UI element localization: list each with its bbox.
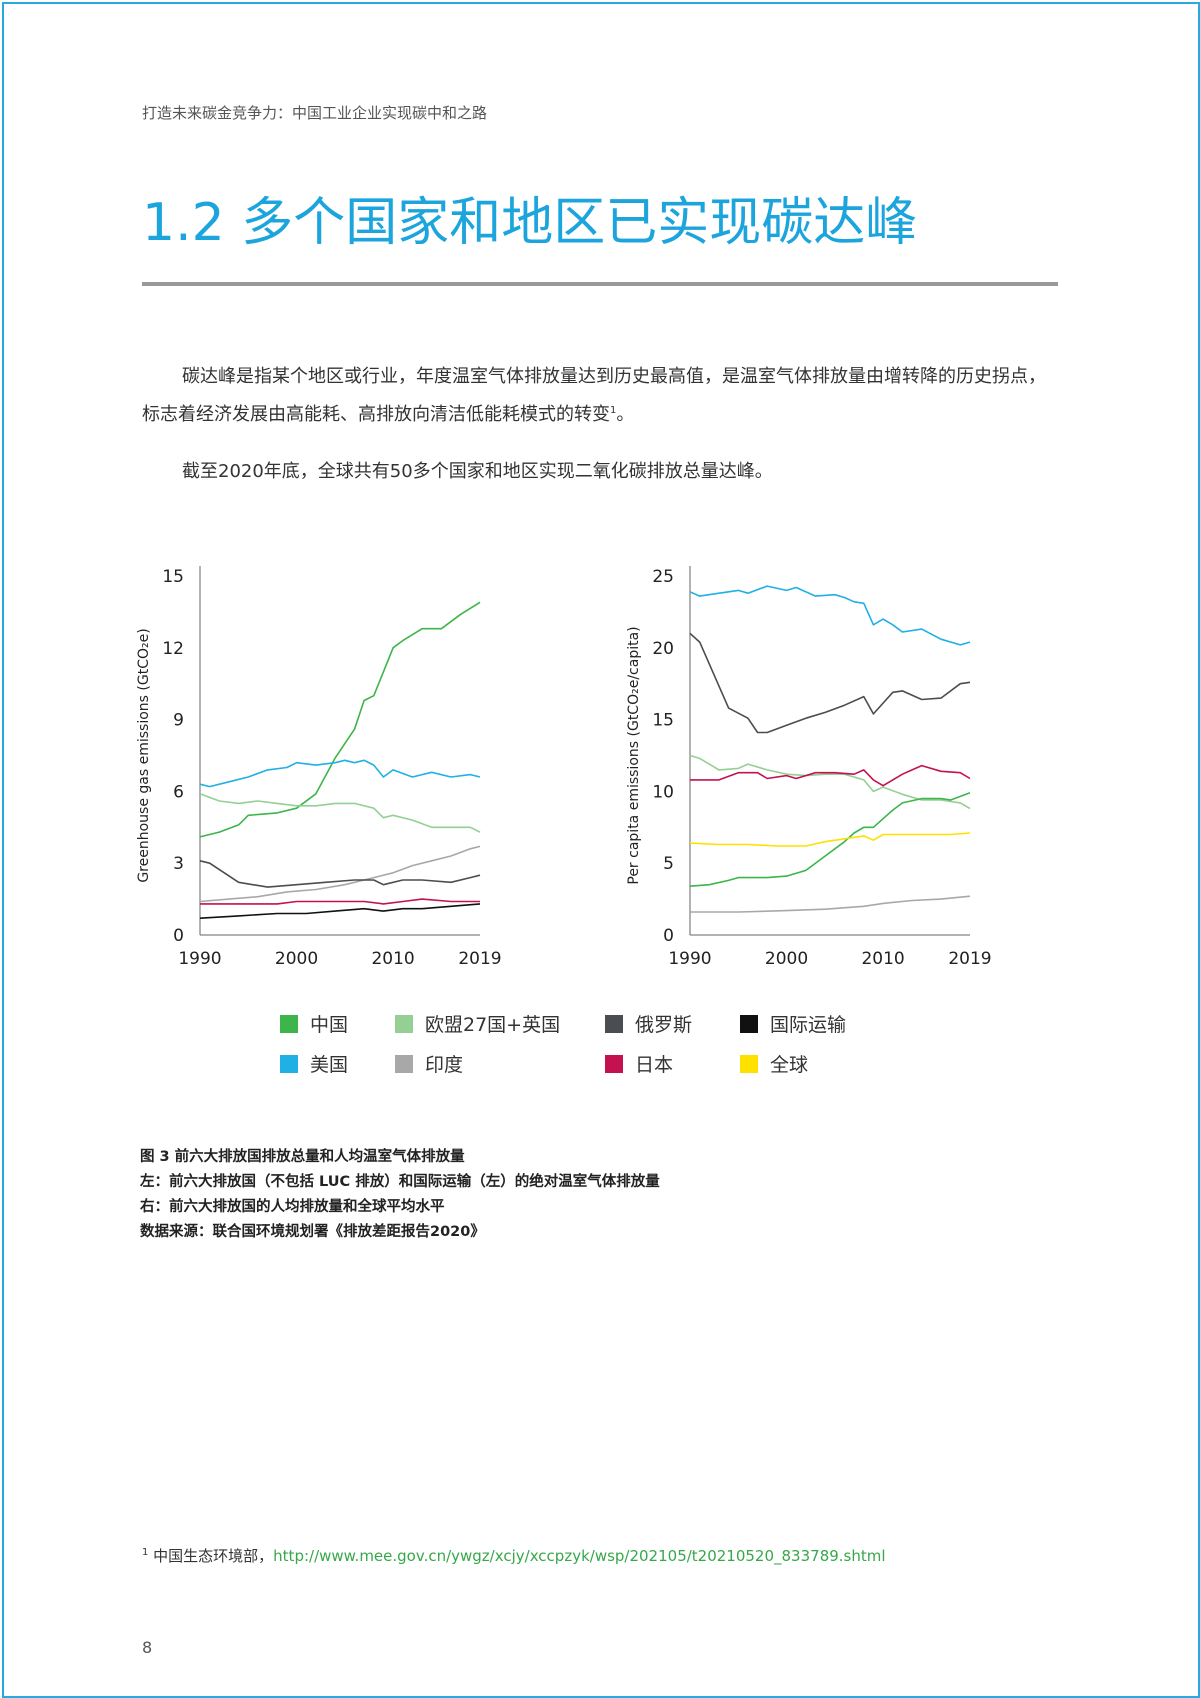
running-header: 打造未来碳金竞争力：中国工业企业实现碳中和之路 [142,104,488,122]
legend-item-usa: 美国 [280,1050,348,1077]
legend-label: 俄罗斯 [635,1014,693,1036]
legend-swatch [740,1054,758,1073]
legend-label: 全球 [770,1054,809,1076]
series-line [199,601,481,838]
legend-item-india: 印度 [395,1050,463,1077]
footnote-link[interactable]: http://www.mee.gov.cn/ywgz/xcjy/xccpzyk/… [273,1547,886,1565]
x-tick-label: 1990 [668,949,711,969]
legend-item-russia: 俄罗斯 [605,1010,692,1037]
series-line [690,764,971,787]
x-tick-label: 1990 [178,949,221,969]
series-line [689,585,971,646]
caption-title: 图 3 前六大排放国排放总量和人均温室气体排放量 [140,1149,465,1165]
series-line [199,759,481,788]
legend-label: 日本 [635,1054,674,1076]
legend-swatch [395,1014,413,1033]
series-line [689,632,971,734]
series-line [690,895,971,913]
legend-item-intl-transport: 国际运输 [740,1010,846,1037]
chart-per-capita-emissions-svg: 0 5 10 15 20 25 1990 2000 2010 2019 Per capita emi… [626,566,992,969]
footnote: 1 中国生态环境部，http://www.mee.gov.cn/ywgz/xcj… [142,1545,886,1566]
series-line [689,754,971,810]
paragraph-peak-count: 截至2020年底，全球共有50多个国家和地区实现二氧化碳排放总量达峰。 [182,461,773,482]
y-tick-label: 0 [663,926,674,946]
paragraph-text: 碳达峰是指某个地区或行业，年度温室气体排放量达到历史最高值，是温室气体排放量由增… [142,366,1046,425]
x-tick-label: 2000 [275,949,318,969]
chart-per-capita-emissions: 0 5 10 15 20 25 1990 2000 2010 2019 Per capita emi… [610,540,1050,980]
figure-caption: 图 3 前六大排放国排放总量和人均温室气体排放量 左：前六大排放国（不包括 LU… [140,1145,660,1245]
legend-item-eu-uk: 欧盟27国+英国 [395,1010,560,1037]
series-line [199,903,481,919]
legend-item-china: 中国 [280,1010,348,1037]
legend-swatch [280,1054,298,1073]
legend-label: 欧盟27国+英国 [425,1014,561,1036]
y-tick-label: 10 [652,782,674,802]
y-tick-label: 5 [663,854,674,874]
chart-total-emissions: 0 3 6 9 12 15 1990 2000 2010 2019 Greenhouse gas e… [120,540,560,980]
x-tick-label: 2019 [948,949,991,969]
y-axis-label: Per capita emissions (GtCO₂e/capita) [626,626,642,884]
title-divider [142,282,1058,286]
legend-swatch [280,1014,298,1033]
y-tick-label: 20 [652,639,674,659]
legend-item-japan: 日本 [605,1050,673,1077]
legend-item-global: 全球 [740,1050,808,1077]
series-line [199,793,481,833]
y-tick-label: 9 [173,711,184,731]
footnote-ref[interactable]: 1 [610,405,617,416]
legend-swatch [395,1054,413,1073]
paragraph-end: 。 [616,404,635,425]
legend-swatch [740,1014,758,1033]
chart-total-emissions-svg: 0 3 6 9 12 15 1990 2000 2010 2019 Greenhouse gas e… [136,566,502,969]
series-line [689,792,971,887]
section-title: 1.2 多个国家和地区已实现碳达峰 [142,193,918,253]
y-tick-label: 15 [162,567,184,587]
legend-label: 美国 [310,1054,349,1076]
page-number: 8 [142,1638,153,1657]
series-line [199,845,481,903]
y-tick-label: 3 [173,854,184,874]
legend-label: 中国 [310,1014,349,1036]
legend-label: 国际运输 [770,1014,847,1036]
legend-swatch [605,1014,623,1033]
series-line [689,832,971,847]
y-tick-label: 6 [173,782,184,802]
caption-right-desc: 右：前六大排放国的人均排放量和全球平均水平 [140,1199,445,1215]
legend-label: 印度 [425,1054,464,1076]
y-tick-label: 12 [162,639,184,659]
series-line [200,898,480,905]
x-tick-label: 2010 [371,949,414,969]
footnote-marker: 1 [142,1547,149,1558]
x-tick-label: 2019 [458,949,501,969]
caption-left-desc: 左：前六大排放国（不包括 LUC 排放）和国际运输（左）的绝对温室气体排放量 [140,1174,660,1190]
legend-swatch [605,1054,623,1073]
y-tick-label: 15 [652,711,674,731]
x-tick-label: 2010 [861,949,904,969]
y-tick-label: 25 [652,567,674,587]
footnote-text: 中国生态环境部， [153,1547,274,1565]
paragraph-carbon-peak: 碳达峰是指某个地区或行业，年度温室气体排放量达到历史最高值，是温室气体排放量由增… [142,360,1062,432]
y-axis-label: Greenhouse gas emissions (GtCO₂e) [136,628,152,882]
series-line [199,860,481,888]
caption-source: 数据来源：联合国环境规划署《排放差距报告2020》 [140,1224,485,1240]
y-tick-label: 0 [173,926,184,946]
x-tick-label: 2000 [765,949,808,969]
